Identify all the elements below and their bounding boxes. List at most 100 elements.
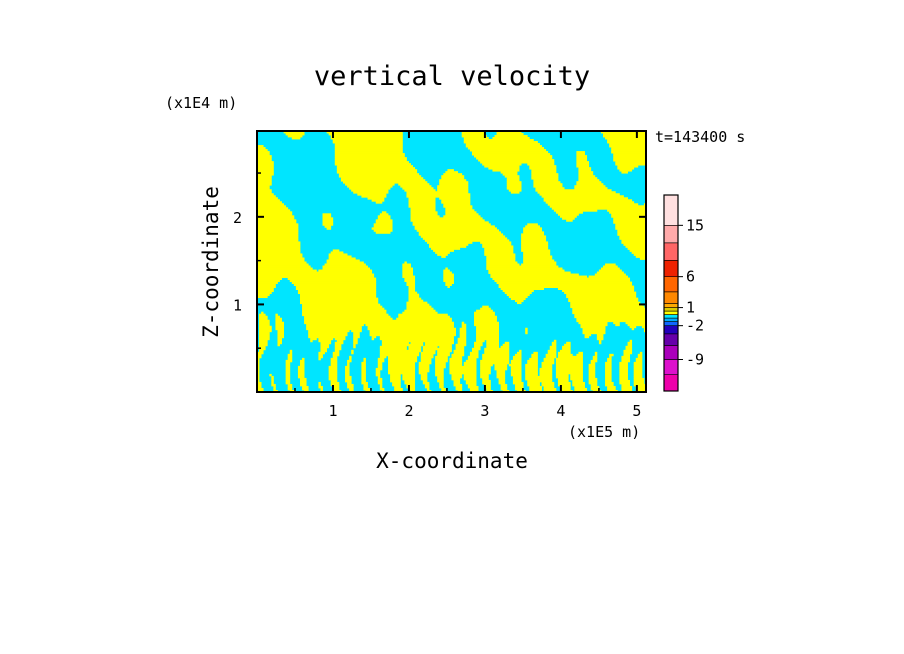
field-band [488,269,565,272]
field-band [486,259,516,262]
field-band [320,345,330,349]
field-band [510,297,526,301]
field-band [506,187,522,190]
field-band [328,255,352,258]
field-band [504,341,510,345]
field-band [297,373,305,377]
field-band [271,377,274,381]
field-band [277,335,285,339]
field-band [457,389,463,392]
field-band [596,333,604,337]
field-band [588,363,596,367]
field-band [521,239,547,242]
field-band [592,355,598,359]
field-band [273,385,276,389]
field-band [613,153,646,156]
field-band [257,273,375,276]
field-band [353,345,356,349]
field-band [514,383,524,387]
field-band [484,349,510,353]
field-band [523,257,553,260]
field-band [523,253,551,256]
colorbar-frame [663,194,679,392]
field-band [590,385,600,389]
field-band [611,149,646,152]
field-band [390,377,401,381]
field-band [486,257,516,260]
field-band [484,249,514,252]
field-band [304,315,391,319]
field-band [302,307,385,311]
field-band [482,245,514,248]
field-band [328,375,338,379]
field-band [512,381,524,385]
field-band [562,289,635,293]
field-band [611,213,646,216]
field-band [287,353,293,357]
field-band [351,349,354,353]
field-band [576,183,604,186]
field-band [617,229,646,232]
field-band [361,381,368,385]
field-band [361,363,366,367]
field-band [631,251,646,254]
field-band [531,171,557,174]
field-band [347,361,350,365]
field-band [605,377,612,381]
field-band [471,349,479,353]
field-band [330,357,338,361]
field-band [402,275,416,278]
field-band [482,353,510,357]
field-band [257,153,270,156]
field-band [379,351,420,355]
field-band [594,351,598,355]
field-band [322,213,332,216]
field-band [377,357,385,361]
colorbar-segment [663,321,679,326]
field-band [402,311,438,315]
field-band [412,223,491,226]
field-band [531,177,559,180]
field-band [406,195,471,198]
field-band [257,169,274,172]
x-tick-label: 4 [556,402,565,420]
field-band [435,363,446,367]
field-band [257,243,301,246]
field-band [334,349,340,353]
field-band [549,347,557,351]
field-band [388,365,416,369]
field-band [257,285,276,288]
field-band [275,325,285,329]
field-band [480,375,489,379]
field-band [257,229,299,232]
field-band [557,377,569,381]
field-band [257,183,272,186]
field-band [517,351,522,355]
field-band [633,383,646,387]
field-band [633,369,643,373]
field-band [463,373,477,377]
field-band [275,321,285,325]
field-band [257,181,272,184]
field-band [334,149,403,152]
field-band [510,191,520,194]
field-band [324,263,366,266]
field-band [465,143,540,146]
field-band [463,375,477,379]
field-band [510,367,522,371]
x-tick-label: 2 [404,402,413,420]
field-band [361,361,366,365]
field-band [257,377,260,381]
field-band [527,379,553,383]
field-band [576,161,590,164]
field-band [285,361,291,365]
field-band [521,241,549,244]
field-band [406,281,416,284]
field-band [257,155,272,158]
colorbar-segment [663,317,679,322]
field-band [553,209,598,212]
field-band [322,221,334,224]
field-band [379,383,383,387]
field-band [418,369,430,373]
field-band [435,359,448,363]
